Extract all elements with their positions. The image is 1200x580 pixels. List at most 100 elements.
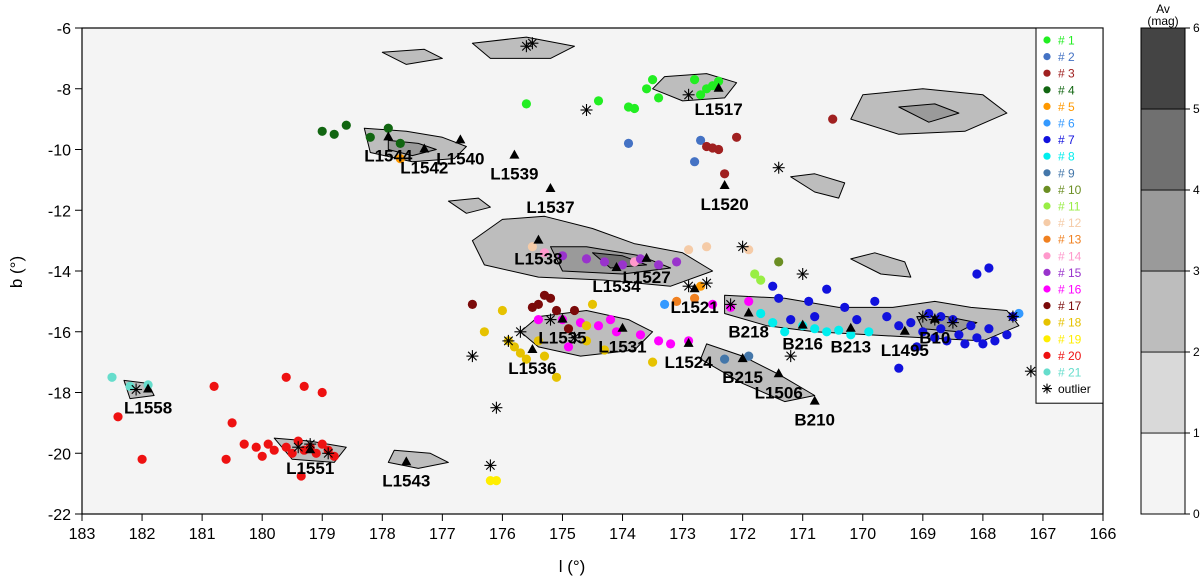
x-tick-label: 182 bbox=[129, 526, 156, 543]
legend-entry: # 4 bbox=[1058, 83, 1075, 97]
outlier-point bbox=[568, 331, 581, 344]
data-point bbox=[317, 126, 327, 136]
colorbar-tick-label: 5 bbox=[1193, 102, 1200, 116]
data-point bbox=[642, 84, 652, 94]
data-point bbox=[942, 336, 952, 346]
data-point bbox=[960, 339, 970, 349]
cloud-triangle bbox=[899, 325, 910, 335]
data-point bbox=[672, 296, 682, 306]
x-tick-label: 176 bbox=[489, 526, 516, 543]
data-point bbox=[852, 315, 862, 325]
data-point bbox=[269, 445, 279, 455]
legend-marker bbox=[1043, 235, 1051, 243]
cloud-label: L1531 bbox=[598, 338, 646, 357]
legend-marker bbox=[1043, 351, 1051, 359]
legend-entry: # 18 bbox=[1058, 316, 1082, 330]
data-point bbox=[533, 336, 544, 346]
data-point bbox=[690, 293, 700, 303]
cloud-label: L1542 bbox=[400, 159, 448, 178]
y-tick-label: -14 bbox=[48, 264, 71, 281]
data-point bbox=[341, 120, 351, 130]
data-point bbox=[629, 103, 640, 114]
x-axis: 183 182 181 180 179 178 177 176 175 174 173 172 171 1… bbox=[69, 514, 1116, 543]
data-point bbox=[599, 345, 610, 355]
data-point bbox=[846, 330, 856, 340]
legend-entry: outlier bbox=[1058, 382, 1091, 396]
data-point bbox=[227, 418, 237, 428]
cloud-label: L1520 bbox=[700, 195, 748, 214]
cloud-label: L1544 bbox=[364, 146, 413, 165]
legend-entry: # 1 bbox=[1058, 34, 1075, 48]
data-point bbox=[137, 454, 147, 464]
cloud-label: B210 bbox=[794, 411, 835, 430]
legend-marker bbox=[1043, 169, 1051, 177]
data-point bbox=[648, 75, 658, 85]
y-tick-label: -12 bbox=[48, 203, 71, 220]
outlier-point bbox=[796, 268, 809, 280]
cloud-triangle bbox=[713, 82, 724, 92]
data-point bbox=[533, 299, 544, 309]
series-7 bbox=[768, 263, 1018, 373]
x-tick-label: 183 bbox=[69, 526, 96, 543]
data-point bbox=[257, 451, 267, 461]
cloud-triangle bbox=[797, 319, 808, 329]
data-point bbox=[768, 318, 778, 328]
x-tick-label: 170 bbox=[849, 526, 876, 543]
cloud-label: L1527 bbox=[622, 268, 670, 287]
x-tick-label: 180 bbox=[249, 526, 276, 543]
data-point bbox=[870, 296, 880, 306]
cloud-label: L1558 bbox=[124, 399, 172, 418]
colorbar-segment bbox=[1140, 270, 1186, 353]
series-17 bbox=[467, 290, 580, 334]
legend-entry: # 15 bbox=[1058, 266, 1082, 280]
data-point bbox=[635, 330, 646, 340]
legend-entry: # 3 bbox=[1058, 67, 1075, 81]
x-tick-label: 178 bbox=[369, 526, 396, 543]
data-point bbox=[563, 324, 574, 334]
legend-marker bbox=[1043, 318, 1051, 326]
data-point bbox=[750, 269, 760, 279]
data-point bbox=[293, 436, 303, 446]
cloud-triangle bbox=[719, 179, 730, 189]
data-point bbox=[317, 387, 327, 398]
cloud-label: L1537 bbox=[526, 198, 574, 217]
outlier-point bbox=[304, 438, 317, 451]
data-point bbox=[810, 324, 820, 334]
data-point bbox=[107, 372, 117, 382]
data-point bbox=[666, 339, 676, 349]
data-point bbox=[545, 293, 556, 303]
series-10 bbox=[774, 257, 784, 267]
data-point bbox=[654, 260, 664, 270]
outlier-point bbox=[466, 350, 479, 363]
cloud-triangle bbox=[737, 353, 748, 363]
legend-entry: # 6 bbox=[1058, 117, 1075, 131]
cloud-triangle bbox=[533, 234, 544, 244]
cloud-label: L1517 bbox=[694, 100, 742, 119]
cloud-triangle bbox=[689, 283, 700, 293]
data-point bbox=[587, 299, 598, 309]
data-point bbox=[912, 342, 922, 352]
x-tick-label: 175 bbox=[549, 526, 576, 543]
data-point bbox=[395, 138, 405, 148]
colorbar-title: Av bbox=[1156, 2, 1170, 16]
data-point bbox=[581, 336, 592, 346]
y-tick-label: -18 bbox=[48, 386, 71, 403]
outlier-point bbox=[682, 88, 695, 101]
series-1 bbox=[521, 75, 724, 114]
series-16 bbox=[533, 296, 754, 352]
x-tick-label: 167 bbox=[1030, 526, 1057, 543]
colorbar-tick-label: 6 bbox=[1193, 21, 1200, 35]
cloud-triangle bbox=[419, 143, 430, 153]
colorbar-unit: (mag) bbox=[1147, 14, 1178, 28]
cloud-label: L1540 bbox=[436, 149, 484, 168]
data-point bbox=[383, 123, 393, 133]
data-point bbox=[696, 90, 706, 100]
legend-entry: # 9 bbox=[1058, 166, 1075, 180]
data-point bbox=[125, 381, 135, 391]
colorbar-segment bbox=[1140, 432, 1186, 515]
cloud-triangle bbox=[527, 343, 538, 353]
data-point bbox=[828, 114, 838, 124]
data-point bbox=[623, 138, 634, 148]
